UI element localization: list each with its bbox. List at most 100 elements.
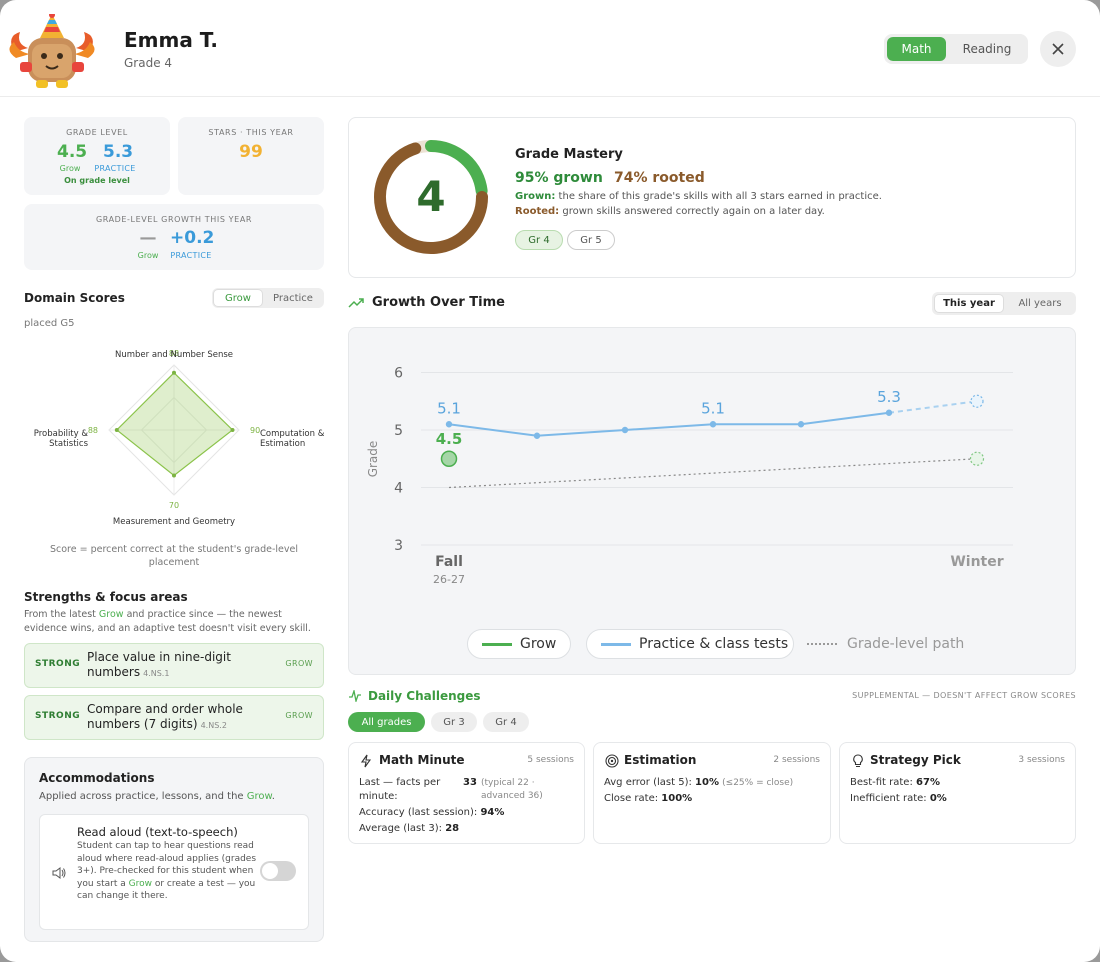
radar-point	[230, 428, 235, 432]
challenge-card-math-minute[interactable]: Math Minute 5 sessions Last — facts per …	[348, 742, 585, 844]
stars-label: STARS · THIS YEAR	[208, 128, 294, 137]
growth-line-chart: 3 4 5 6 Grade Fall 26-27 Winter 5.1 5.1 5.3 4.5	[366, 366, 1013, 586]
practice-point	[709, 421, 717, 428]
skill-code: 4.NS.2	[200, 721, 227, 730]
filter-all-grades[interactable]: All grades	[348, 712, 425, 732]
radar-axis-label: Computation & Estimation	[260, 429, 324, 449]
radar-value: 90	[250, 426, 260, 435]
strength-level: STRONG	[35, 659, 81, 669]
growth-title: Growth Over Time	[372, 295, 505, 310]
y-tick-label: 4	[394, 481, 403, 497]
challenge-card-strategy-pick[interactable]: Strategy Pick 3 sessions Best-fit rate: …	[839, 742, 1076, 844]
legend-practice[interactable]: Practice & class tests	[586, 629, 794, 659]
grow-data-label: 4.5	[436, 430, 463, 448]
y-tick-label: 6	[394, 366, 403, 382]
practice-data-label: 5.1	[437, 399, 461, 417]
radar-axis-label: Probability & Statistics	[34, 429, 89, 449]
challenge-sessions: 2 sessions	[773, 755, 820, 765]
domain-placed: placed G5	[24, 318, 75, 329]
growth-chart-card: 3 4 5 6 Grade Fall 26-27 Winter 5.1 5.1 5.3 4.5 Gro…	[348, 327, 1076, 675]
ring-grown-arc	[425, 140, 488, 197]
read-aloud-title: Read aloud (text-to-speech)	[77, 825, 238, 839]
challenge-row: Accuracy (last session): 94%	[359, 807, 505, 818]
strength-item[interactable]: STRONG Compare and order whole numbers (…	[24, 695, 324, 740]
grow-link[interactable]: Grow	[98, 609, 124, 620]
domain-grow-toggle[interactable]: Grow	[214, 290, 262, 306]
lightning-icon	[360, 754, 372, 768]
challenge-row: Avg error (last 5): 10% (≤25% = close)	[604, 777, 794, 788]
close-icon	[1052, 43, 1064, 55]
filter-grade-3[interactable]: Gr 3	[431, 712, 477, 732]
practice-data-label: 5.1	[701, 399, 725, 417]
challenge-row: Last — facts per	[359, 777, 441, 788]
mastery-grade-chip[interactable]: Gr 4	[515, 230, 563, 250]
challenge-title: Estimation	[624, 753, 697, 767]
legend-grow[interactable]: Grow	[467, 629, 571, 659]
student-name: Emma T.	[124, 28, 219, 52]
practice-growth-label: PRACTICE	[170, 251, 212, 260]
practice-projection-point	[970, 394, 984, 408]
challenge-row: Close rate: 100%	[604, 793, 693, 804]
legend-path: Grade-level path	[807, 636, 964, 652]
skill-code: 4.NS.1	[143, 669, 170, 678]
y-tick-label: 3	[394, 538, 403, 554]
stars-card: STARS · THIS YEAR 99	[178, 117, 324, 195]
practice-projection-line	[888, 400, 978, 414]
challenge-card-estimation[interactable]: Estimation 2 sessions Avg error (last 5)…	[593, 742, 831, 844]
grade-path-line	[448, 458, 978, 489]
mastery-ring	[374, 140, 488, 254]
growth-label: GRADE-LEVEL GROWTH THIS YEAR	[95, 215, 253, 224]
strengths-title: Strengths & focus areas	[24, 590, 188, 604]
challenge-title: Math Minute	[379, 753, 465, 767]
read-aloud-switch[interactable]	[260, 861, 296, 881]
grow-grade-value: 4.5	[57, 142, 88, 162]
grade-mastery-card: 4 Grade Mastery 95% grown 74% rooted Gro…	[348, 117, 1076, 278]
growth-range-toggle: This year All years	[932, 292, 1076, 315]
radar-point	[172, 473, 176, 478]
growth-card: GRADE-LEVEL GROWTH THIS YEAR — +0.2 Grow…	[24, 204, 324, 270]
practice-point	[445, 421, 453, 428]
radar-point	[172, 370, 176, 375]
challenge-row: Average (last 3): 28	[359, 823, 460, 834]
activity-icon	[349, 690, 361, 702]
accommodations-card: Accommodations Applied across practice, …	[24, 757, 324, 942]
accommodations-title: Accommodations	[39, 771, 155, 785]
strength-level: STRONG	[35, 711, 81, 721]
practice-point	[797, 421, 805, 428]
speaker-icon	[52, 867, 66, 879]
switch-knob	[262, 863, 278, 879]
strength-text: Compare and order whole numbers (7 digit…	[87, 702, 243, 731]
grow-link[interactable]: Grow	[246, 791, 272, 802]
practice-grade-label: PRACTICE	[94, 164, 136, 173]
this-year-toggle[interactable]: This year	[935, 295, 1003, 312]
target-icon	[605, 754, 619, 768]
y-axis-label: Grade	[366, 441, 380, 478]
lightbulb-icon	[853, 754, 863, 768]
grow-link[interactable]: Grow	[128, 878, 152, 889]
practice-point	[885, 409, 893, 416]
rooted-definition: Rooted: grown skills answered correctly …	[515, 206, 825, 217]
read-aloud-desc: Student can tap to hear questions read a…	[77, 841, 257, 901]
all-years-toggle[interactable]: All years	[1018, 298, 1062, 309]
x-tick-sublabel: 26-27	[433, 573, 465, 586]
filter-grade-4[interactable]: Gr 4	[483, 712, 529, 732]
mastery-grade-chip[interactable]: Gr 5	[567, 230, 615, 250]
x-tick-label: Fall	[435, 554, 463, 570]
challenge-title: Strategy Pick	[870, 753, 961, 767]
radar-value: 88	[169, 349, 179, 358]
header: Emma T. Grade 4 Math Reading	[0, 0, 1100, 97]
radar-axis-label: Number and Number Sense	[115, 350, 233, 360]
accommodations-desc: Applied across practice, lessons, and th…	[39, 791, 275, 802]
grow-growth-value: —	[139, 228, 157, 248]
radar-shape	[115, 371, 234, 477]
math-tab[interactable]: Math	[887, 37, 946, 61]
legend-path-label: Grade-level path	[847, 636, 965, 652]
close-button[interactable]	[1040, 31, 1076, 67]
strength-item[interactable]: STRONG Place value in nine-digit numbers…	[24, 643, 324, 688]
domain-practice-toggle[interactable]: Practice	[273, 292, 313, 304]
reading-tab[interactable]: Reading	[962, 42, 1012, 56]
ring-rooted-arc	[374, 142, 488, 254]
practice-line-swatch	[601, 642, 631, 646]
daily-note: SUPPLEMENTAL — DOESN'T AFFECT GROW SCORE…	[852, 691, 1076, 700]
